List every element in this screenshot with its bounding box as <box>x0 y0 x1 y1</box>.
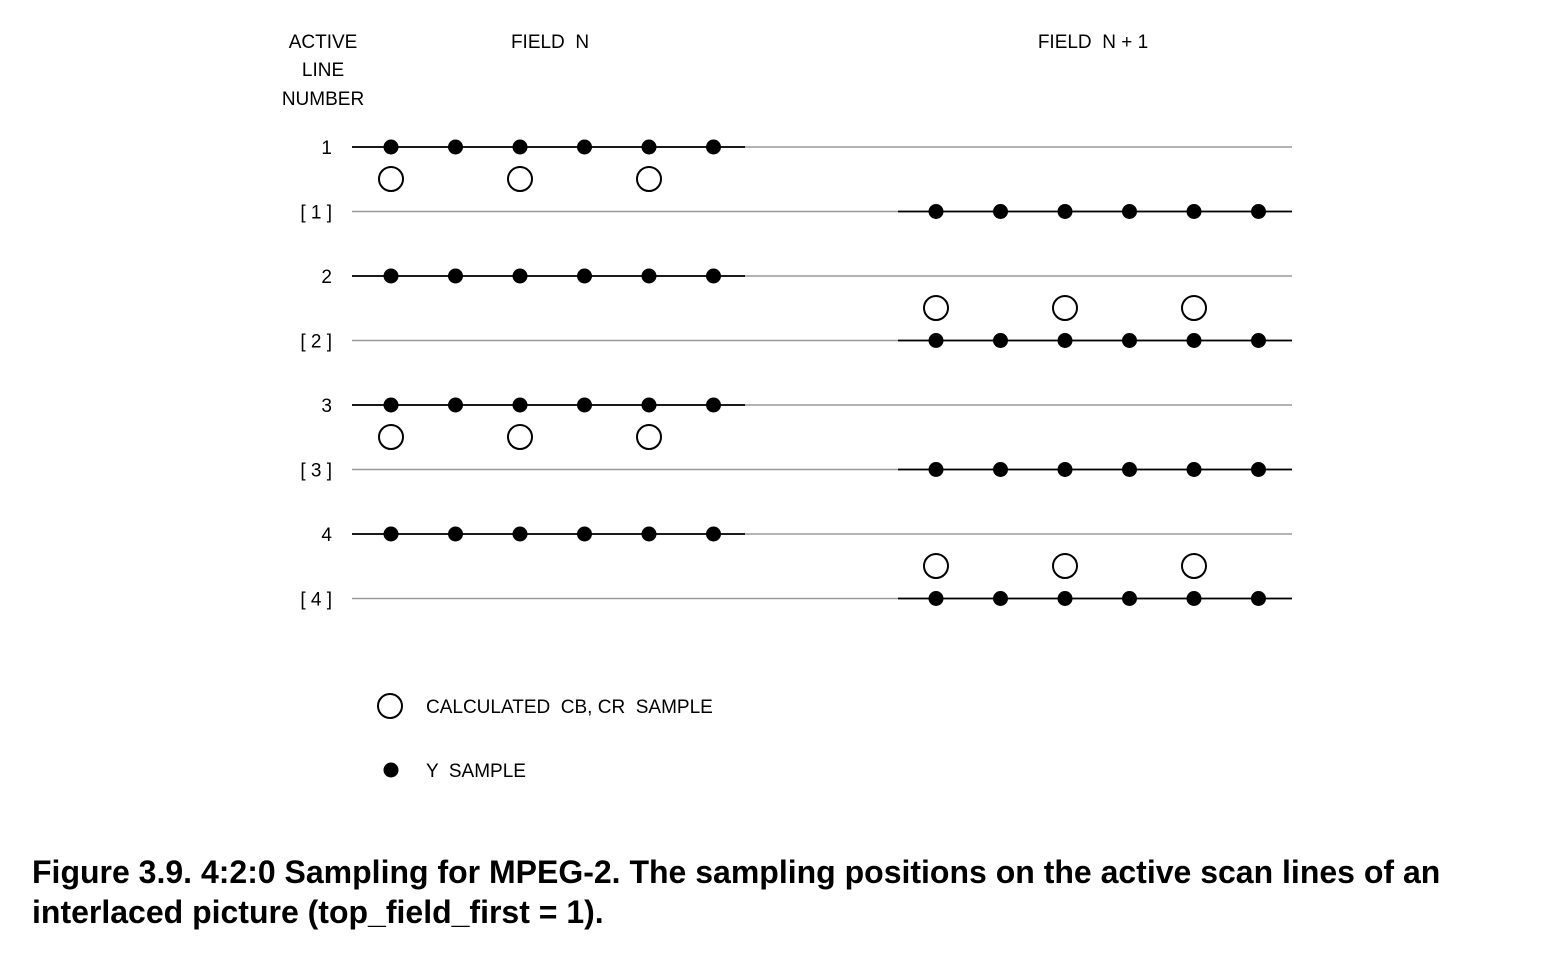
y-sample <box>1186 591 1202 606</box>
line-labels: 1 [ 1 ] 2 [ 2 ] 3 [ 3 ] 4 [ 4 ] <box>300 138 332 611</box>
y-sample <box>512 526 528 542</box>
figure-caption: Figure 3.9. 4:2:0 Sampling for MPEG-2. T… <box>32 854 1441 930</box>
y-sample <box>993 591 1008 606</box>
line-label: [ 2 ] <box>300 332 332 353</box>
chroma-sample <box>1181 295 1207 321</box>
legend-chroma-symbol <box>377 693 403 719</box>
line-label: 4 <box>321 525 332 546</box>
y-sample <box>1057 591 1073 606</box>
y-sample <box>1186 462 1202 477</box>
chroma-sample <box>1052 295 1078 321</box>
y-sample <box>993 204 1008 219</box>
y-sample <box>706 397 721 413</box>
y-sample <box>512 268 528 284</box>
line-label: [ 3 ] <box>300 461 332 482</box>
header-line: LINE <box>302 60 344 81</box>
chroma-sample <box>636 424 662 450</box>
y-sample <box>641 397 657 413</box>
y-sample <box>1122 462 1137 477</box>
y-sample <box>448 526 463 542</box>
y-sample <box>1186 204 1202 219</box>
y-sample <box>641 268 657 284</box>
y-sample <box>512 397 528 413</box>
header-number: NUMBER <box>282 89 364 110</box>
chroma-sample <box>923 295 949 321</box>
y-sample <box>383 139 399 155</box>
chroma-sample <box>923 553 949 579</box>
y-sample <box>928 591 944 606</box>
y-sample <box>448 268 463 284</box>
line-label: [ 4 ] <box>300 590 332 611</box>
y-sample <box>641 526 657 542</box>
y-sample <box>512 139 528 155</box>
chroma-sample <box>507 424 533 450</box>
y-sample <box>993 333 1008 348</box>
y-sample <box>577 526 592 542</box>
y-sample <box>577 397 592 413</box>
y-sample <box>383 397 399 413</box>
scan-lines <box>352 146 1292 600</box>
header-active: ACTIVE <box>289 32 358 53</box>
y-sample <box>928 462 944 477</box>
y-sample <box>448 139 463 155</box>
y-sample <box>1251 591 1266 606</box>
y-sample <box>577 139 592 155</box>
y-sample <box>1122 204 1137 219</box>
chroma-sample <box>636 166 662 192</box>
y-sample <box>706 526 721 542</box>
y-sample <box>706 139 721 155</box>
y-sample <box>1251 204 1266 219</box>
header-field-n-plus-1: FIELD N + 1 <box>1038 32 1148 53</box>
y-sample <box>706 268 721 284</box>
y-sample <box>577 268 592 284</box>
chroma-sample <box>378 166 404 192</box>
legend-chroma-label: CALCULATED CB, CR SAMPLE <box>426 697 713 718</box>
y-sample <box>383 268 399 284</box>
y-sample <box>1251 462 1266 477</box>
y-sample <box>1057 204 1073 219</box>
header-field-n: FIELD N <box>511 32 589 53</box>
samples <box>378 139 1266 606</box>
legend-luma-label: Y SAMPLE <box>426 761 526 782</box>
header-active-line-number: ACTIVE LINE NUMBER <box>282 32 364 110</box>
y-sample <box>383 526 399 542</box>
y-sample <box>928 204 944 219</box>
chroma-sample <box>378 424 404 450</box>
line-label: 2 <box>321 267 332 288</box>
y-sample <box>1057 333 1073 348</box>
chroma-sample <box>1181 553 1207 579</box>
legend-luma-symbol <box>383 762 399 778</box>
line-label: 3 <box>321 396 332 417</box>
chroma-sample <box>1052 553 1078 579</box>
y-sample <box>641 139 657 155</box>
y-sample <box>1186 333 1202 348</box>
y-sample <box>1251 333 1266 348</box>
y-sample <box>1122 591 1137 606</box>
line-label: [ 1 ] <box>300 203 332 224</box>
y-sample <box>448 397 463 413</box>
line-label: 1 <box>321 138 332 159</box>
y-sample <box>928 333 944 348</box>
legend: CALCULATED CB, CR SAMPLE Y SAMPLE <box>377 693 713 782</box>
y-sample <box>1057 462 1073 477</box>
chroma-sample <box>507 166 533 192</box>
y-sample <box>993 462 1008 477</box>
y-sample <box>1122 333 1137 348</box>
